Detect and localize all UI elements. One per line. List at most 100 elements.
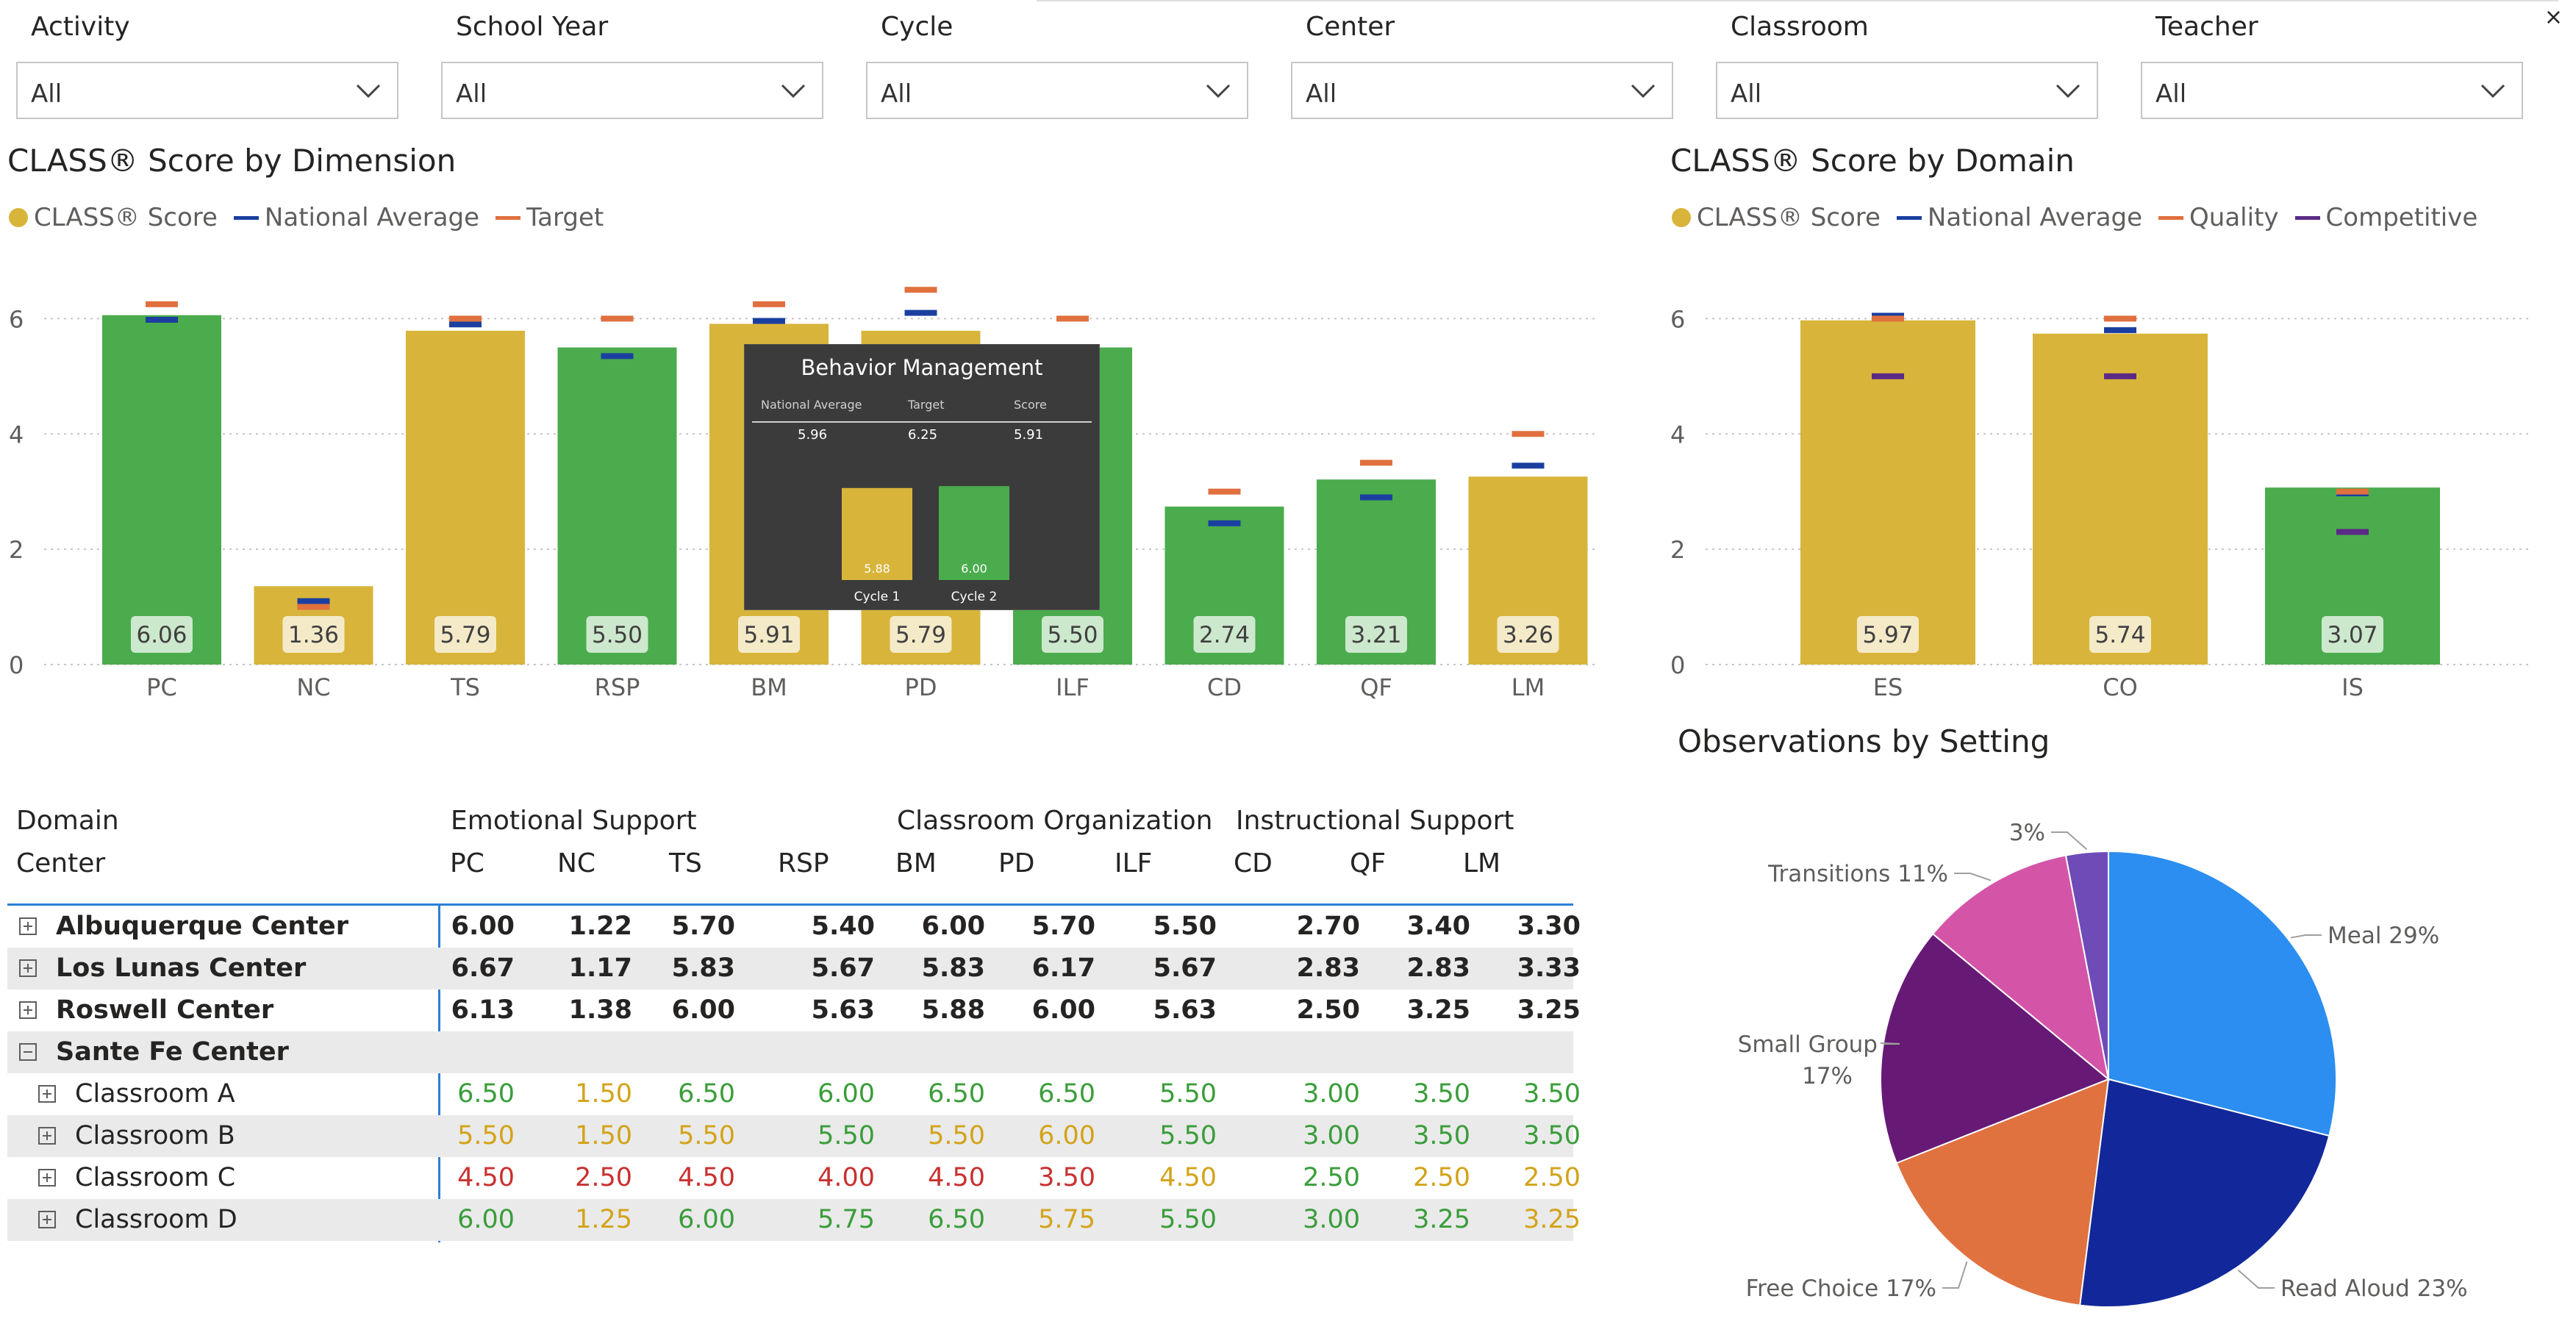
- dimension-chart-title: CLASS® Score by Dimension: [7, 143, 457, 179]
- expand-icon[interactable]: [38, 1127, 56, 1145]
- slicer-dropdown[interactable]: All: [16, 62, 398, 119]
- pie-label: Meal 29%: [2328, 923, 2439, 949]
- expand-icon[interactable]: [19, 1001, 37, 1019]
- matrix-column-header[interactable]: NC: [557, 848, 596, 878]
- slicer-value: All: [2155, 79, 2187, 109]
- expand-icon[interactable]: [38, 1085, 56, 1103]
- table-row[interactable]: Albuquerque Center 6.00 1.22 5.70 5.40 6.00 5.…: [7, 906, 1581, 948]
- chevron-down-icon: [356, 84, 381, 99]
- table-row[interactable]: Classroom D 6.00 1.25 6.00 5.75 6.50 5.75 5.50 3…: [7, 1199, 1581, 1241]
- x-tick-label: BM: [751, 673, 787, 701]
- pie-slice[interactable]: [1931, 854, 2110, 1081]
- domain-chart-title: CLASS® Score by Domain: [1670, 143, 2075, 179]
- row-label: Los Lunas Center: [56, 953, 307, 983]
- x-tick-label: RSP: [595, 673, 640, 701]
- table-cell: 2.83: [1296, 953, 1360, 983]
- marker-target: [1056, 315, 1089, 322]
- table-row[interactable]: Classroom B 5.50 1.50 5.50 5.50 5.50 6.00 5.50 3…: [7, 1115, 1581, 1157]
- expand-icon[interactable]: [19, 917, 37, 935]
- table-cell: 5.50: [1159, 1121, 1217, 1150]
- legend-item-target[interactable]: Target: [495, 203, 604, 232]
- pie-slice[interactable]: [2108, 850, 2337, 1137]
- table-cell: 6.00: [457, 1205, 515, 1234]
- legend-item-competitive[interactable]: Competitive: [2294, 203, 2477, 232]
- marker-national-average: [1360, 494, 1392, 501]
- matrix-column-header[interactable]: PC: [450, 848, 484, 878]
- table-cell: 2.50: [575, 1163, 632, 1192]
- close-icon[interactable]: ×: [2544, 4, 2563, 30]
- legend-item-score[interactable]: CLASS® Score: [1672, 203, 1881, 232]
- matrix-column-header[interactable]: QF: [1350, 848, 1387, 878]
- tooltip-header-score: Score: [1014, 398, 1047, 412]
- legend-label: National Average: [1927, 203, 2143, 232]
- pie-slice[interactable]: [2064, 850, 2109, 1080]
- table-cell: 1.50: [575, 1079, 632, 1109]
- bar[interactable]: [1800, 320, 1975, 665]
- matrix-column-header[interactable]: ILF: [1115, 848, 1153, 878]
- slicer-dropdown[interactable]: All: [1716, 62, 2098, 119]
- domain-bar-chart: 0 2 4 6 5.97 ES 5.74 CO 3.07 IS: [1670, 305, 2533, 701]
- table-cell: 6.50: [1038, 1079, 1095, 1109]
- marker-quality: [2104, 315, 2136, 322]
- matrix-column-header[interactable]: RSP: [778, 848, 829, 878]
- data-label: 5.91: [743, 622, 794, 648]
- bar[interactable]: [557, 347, 677, 665]
- slicer-classroom: Classroom All: [1716, 0, 2100, 125]
- data-label: 5.79: [440, 622, 490, 648]
- table-cell: 6.00: [671, 995, 735, 1025]
- x-tick-label: PD: [905, 673, 937, 701]
- table-cell: 5.50: [1153, 912, 1217, 941]
- matrix-column-header[interactable]: LM: [1463, 848, 1501, 878]
- table-cell: 6.50: [457, 1079, 515, 1109]
- legend-item-score[interactable]: CLASS® Score: [9, 203, 218, 232]
- table-cell: 5.67: [1153, 953, 1217, 983]
- matrix-column-header[interactable]: TS: [669, 848, 702, 878]
- legend-item-national[interactable]: National Average: [1896, 203, 2143, 232]
- table-cell: 1.22: [568, 912, 632, 941]
- slicer-label: Activity: [31, 12, 130, 42]
- matrix-column-header[interactable]: CD: [1234, 848, 1273, 878]
- table-cell: 3.25: [1517, 995, 1581, 1025]
- pie-slice[interactable]: [1895, 1078, 2110, 1306]
- marker-competitive: [2104, 373, 2136, 379]
- data-label-box: [434, 616, 496, 653]
- table-row[interactable]: Classroom A 6.50 1.50 6.50 6.00 6.50 6.50 5.50 3…: [7, 1073, 1581, 1115]
- table-cell: 3.25: [1406, 995, 1470, 1025]
- marker-target: [449, 315, 482, 322]
- legend-line: [1896, 215, 1922, 220]
- expand-icon[interactable]: [19, 959, 37, 977]
- bar[interactable]: [102, 315, 221, 665]
- matrix-header-divider: [7, 903, 1573, 906]
- marker-target: [297, 604, 330, 610]
- table-cell: 5.50: [1159, 1205, 1217, 1234]
- table-row[interactable]: Los Lunas Center 6.67 1.17 5.83 5.67 5.83 6.17…: [7, 948, 1581, 989]
- pie-slice[interactable]: [2079, 1078, 2330, 1308]
- bar[interactable]: [2033, 333, 2208, 665]
- x-tick-label: CO: [2103, 673, 2138, 701]
- legend-item-quality[interactable]: Quality: [2158, 203, 2279, 232]
- marker-national-average: [904, 309, 937, 316]
- table-cell: 3.30: [1517, 912, 1581, 941]
- row-label: Sante Fe Center: [56, 1037, 289, 1067]
- collapse-icon[interactable]: [19, 1043, 37, 1061]
- legend-item-national[interactable]: National Average: [233, 203, 479, 232]
- table-cell: 5.75: [1038, 1205, 1095, 1234]
- matrix-column-header[interactable]: PD: [998, 848, 1035, 878]
- table-row[interactable]: Sante Fe Center: [7, 1031, 1573, 1073]
- tooltip-bar-value: 6.00: [961, 562, 987, 576]
- slicer-dropdown[interactable]: All: [441, 62, 823, 119]
- table-row[interactable]: Classroom C 4.50 2.50 4.50 4.00 4.50 3.50 4.50 2…: [7, 1157, 1581, 1199]
- marker-target: [904, 287, 937, 293]
- matrix-column-header[interactable]: BM: [895, 848, 937, 878]
- slicer-dropdown[interactable]: All: [1291, 62, 1673, 119]
- table-row[interactable]: Roswell Center 6.13 1.38 6.00 5.63 5.88 6.00 5.…: [7, 989, 1581, 1031]
- expand-icon[interactable]: [38, 1211, 56, 1228]
- chevron-down-icon: [2480, 84, 2505, 99]
- bar[interactable]: [406, 330, 525, 665]
- table-cell: 5.63: [811, 995, 875, 1025]
- slicer-dropdown[interactable]: All: [2141, 62, 2523, 119]
- expand-icon[interactable]: [38, 1169, 56, 1187]
- matrix-row-header-domain: Domain: [16, 806, 119, 836]
- marker-national-average: [2104, 327, 2136, 334]
- slicer-dropdown[interactable]: All: [866, 62, 1248, 119]
